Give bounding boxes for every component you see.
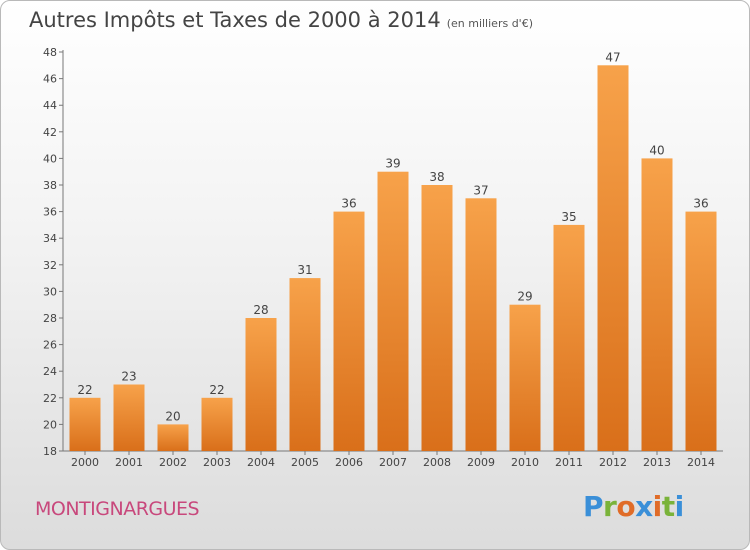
bar bbox=[377, 171, 409, 451]
y-tick-label: 48 bbox=[43, 46, 57, 59]
y-tick-label: 46 bbox=[43, 73, 57, 86]
bar-value-label: 28 bbox=[253, 303, 268, 317]
x-tick-label: 2009 bbox=[467, 456, 495, 469]
bar bbox=[641, 158, 673, 451]
y-tick-label: 42 bbox=[43, 126, 57, 139]
x-tick-label: 2005 bbox=[291, 456, 319, 469]
bar-value-label: 40 bbox=[649, 143, 664, 157]
bar bbox=[509, 304, 541, 451]
bar bbox=[685, 211, 717, 451]
x-tick-label: 2011 bbox=[555, 456, 583, 469]
logo-letter: i bbox=[652, 490, 663, 523]
y-tick-label: 22 bbox=[43, 392, 57, 405]
y-tick-label: 20 bbox=[43, 418, 57, 431]
bar bbox=[289, 278, 321, 451]
chart-title: Autres Impôts et Taxes de 2000 à 2014 (en… bbox=[29, 8, 533, 32]
y-tick-label: 36 bbox=[43, 206, 57, 219]
logo-letter: P bbox=[583, 490, 604, 523]
logo-letter: o bbox=[616, 490, 636, 523]
bar-value-label: 36 bbox=[693, 197, 708, 211]
y-tick-label: 28 bbox=[43, 312, 57, 325]
bar bbox=[245, 318, 277, 451]
bar-value-label: 47 bbox=[605, 50, 620, 64]
bar-value-label: 20 bbox=[165, 409, 180, 423]
bar-value-label: 36 bbox=[341, 197, 356, 211]
bar bbox=[553, 224, 585, 451]
chart-axes: 18 20 22 24 26 28 30 32 34 36 38 40 42 44 46 48 2000 2001… bbox=[43, 46, 723, 469]
bar bbox=[157, 424, 189, 451]
bar-value-label: 35 bbox=[561, 210, 576, 224]
bar-value-label: 22 bbox=[209, 383, 224, 397]
y-tick-label: 38 bbox=[43, 179, 57, 192]
logo-letter: x bbox=[635, 490, 653, 523]
x-tick-label: 2007 bbox=[379, 456, 407, 469]
y-tick-label: 44 bbox=[43, 99, 57, 112]
x-tick-label: 2002 bbox=[159, 456, 187, 469]
x-tick-label: 2001 bbox=[115, 456, 143, 469]
y-tick-label: 32 bbox=[43, 259, 57, 272]
bar bbox=[113, 384, 145, 451]
x-tick-label: 2003 bbox=[203, 456, 231, 469]
x-tick-label: 2006 bbox=[335, 456, 363, 469]
x-tick-label: 2004 bbox=[247, 456, 275, 469]
bar bbox=[421, 185, 453, 451]
y-tick-label: 40 bbox=[43, 152, 57, 165]
logo-letter: i bbox=[674, 490, 685, 523]
title-unit: (en milliers d'€) bbox=[446, 17, 533, 30]
bar-value-label: 31 bbox=[297, 263, 312, 277]
bar-value-label: 29 bbox=[517, 290, 532, 304]
bar bbox=[333, 211, 365, 451]
logo-letter: r bbox=[603, 490, 617, 523]
bar-value-label: 37 bbox=[473, 183, 488, 197]
bar-value-label: 22 bbox=[77, 383, 92, 397]
x-tick-label: 2000 bbox=[71, 456, 99, 469]
y-tick-label: 24 bbox=[43, 365, 57, 378]
bar bbox=[201, 397, 233, 451]
proxiti-logo[interactable]: Proxiti bbox=[583, 490, 684, 523]
x-tick-label: 2010 bbox=[511, 456, 539, 469]
logo-letter: t bbox=[661, 490, 675, 523]
y-tick-label: 26 bbox=[43, 339, 57, 352]
x-tick-label: 2008 bbox=[423, 456, 451, 469]
y-tick-label: 30 bbox=[43, 285, 57, 298]
bar bbox=[465, 198, 497, 451]
commune-name: MONTIGNARGUES bbox=[35, 498, 200, 520]
bar-value-label: 39 bbox=[385, 157, 400, 171]
bar bbox=[69, 397, 101, 451]
title-text: Autres Impôts et Taxes de 2000 à 2014 bbox=[29, 8, 441, 32]
bar-value-label: 23 bbox=[121, 370, 136, 384]
y-tick-label: 34 bbox=[43, 232, 57, 245]
y-tick-label: 18 bbox=[43, 445, 57, 458]
x-tick-label: 2012 bbox=[599, 456, 627, 469]
bar-value-label: 38 bbox=[429, 170, 444, 184]
bar bbox=[597, 65, 629, 452]
chart-bars: 22 23 20 22 28 31 36 39 38 37 29 35 47 40 36 bbox=[69, 50, 717, 452]
x-tick-label: 2014 bbox=[687, 456, 715, 469]
x-tick-label: 2013 bbox=[643, 456, 671, 469]
